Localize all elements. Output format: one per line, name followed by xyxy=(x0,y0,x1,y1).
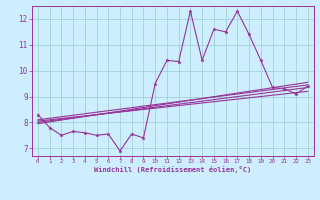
X-axis label: Windchill (Refroidissement éolien,°C): Windchill (Refroidissement éolien,°C) xyxy=(94,166,252,173)
